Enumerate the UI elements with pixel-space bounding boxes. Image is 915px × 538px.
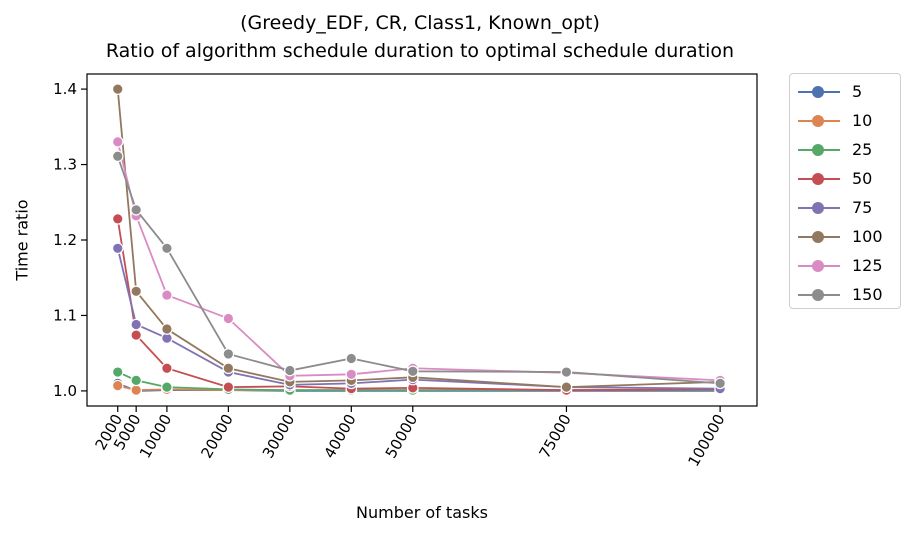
data-point [111, 150, 124, 163]
data-point [161, 289, 173, 301]
x-tick-label: 75000 [535, 411, 574, 461]
legend-label: 5 [852, 82, 863, 101]
legend-label: 125 [852, 256, 883, 275]
y-tick-label: 1.1 [53, 306, 77, 324]
legend-item: 75 [790, 193, 900, 222]
legend-marker [812, 114, 824, 127]
data-point [222, 312, 235, 325]
data-point [111, 213, 124, 225]
legend-marker [812, 172, 824, 185]
data-point [111, 83, 124, 95]
data-point [406, 365, 419, 378]
x-tick-label: 20000 [197, 411, 236, 461]
data-point [560, 381, 573, 393]
y-tick-label: 1.4 [53, 80, 77, 98]
legend-swatch [798, 143, 842, 157]
data-point [130, 384, 142, 396]
legend-item: 10 [790, 106, 900, 135]
legend-label: 150 [852, 285, 883, 304]
x-axis-label: Number of tasks [356, 503, 488, 522]
data-point [222, 348, 235, 360]
legend-swatch [798, 201, 842, 215]
data-point [161, 381, 173, 393]
x-tick-label: 50000 [382, 411, 421, 461]
data-point [161, 323, 173, 335]
x-tick-label: 100000 [684, 411, 728, 470]
data-point [111, 366, 124, 378]
series-line [116, 141, 721, 382]
series-line [116, 218, 721, 392]
data-point [161, 362, 173, 375]
data-point [130, 329, 142, 341]
legend-marker [812, 143, 824, 156]
series-125 [111, 136, 726, 387]
series-line [116, 89, 721, 389]
legend-marker [812, 259, 824, 272]
legend-swatch [798, 85, 842, 99]
data-point [130, 204, 142, 216]
legend: 5 10 25 50 75 100 125 150 [789, 73, 901, 309]
legend-swatch [798, 259, 842, 273]
legend-label: 100 [852, 227, 883, 246]
series-100 [111, 83, 726, 393]
data-point [222, 381, 235, 393]
legend-label: 10 [852, 111, 873, 130]
data-point [130, 285, 142, 298]
legend-swatch [798, 230, 842, 244]
legend-label: 75 [852, 198, 873, 217]
legend-item: 100 [790, 222, 900, 251]
data-point [161, 242, 173, 255]
data-point [111, 379, 124, 392]
legend-item: 50 [790, 164, 900, 193]
chart-title-line1: (Greedy_EDF, CR, Class1, Known_opt) [240, 12, 600, 34]
y-tick-label: 1.3 [53, 156, 77, 174]
y-axis-label: Time ratio [12, 199, 32, 281]
legend-marker [812, 85, 824, 98]
data-point [111, 242, 124, 255]
data-point [130, 318, 142, 331]
x-tick-label: 40000 [320, 411, 359, 461]
plot-frame [86, 73, 758, 407]
legend-item: 25 [790, 135, 900, 164]
data-point [111, 136, 124, 148]
legend-swatch [798, 114, 842, 128]
legend-item: 150 [790, 280, 900, 309]
data-point [345, 352, 358, 365]
legend-item: 5 [790, 77, 900, 106]
series-layer [111, 83, 726, 397]
legend-marker [812, 230, 824, 243]
y-tick-label: 1.0 [53, 382, 77, 400]
data-point [560, 366, 573, 378]
data-point [714, 377, 726, 390]
y-tick-label: 1.2 [53, 231, 77, 249]
legend-swatch [798, 172, 842, 186]
data-point [222, 362, 235, 375]
chart-title-line2: Ratio of algorithm schedule duration to … [105, 40, 735, 62]
data-point [284, 364, 296, 377]
legend-marker [812, 288, 824, 301]
legend-item: 125 [790, 251, 900, 280]
legend-label: 50 [852, 169, 873, 188]
series-line [116, 155, 721, 385]
data-point [130, 374, 142, 387]
legend-marker [812, 201, 824, 214]
data-point [345, 368, 358, 381]
y-axis: 1.0 1.1 1.2 1.3 1.4 [53, 80, 87, 400]
legend-label: 25 [852, 140, 873, 159]
legend-swatch [798, 288, 842, 302]
x-tick-label: 30000 [259, 411, 298, 461]
series-150 [111, 150, 726, 390]
